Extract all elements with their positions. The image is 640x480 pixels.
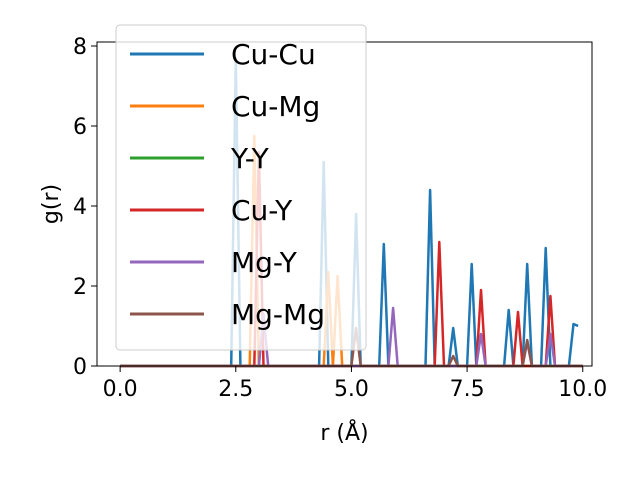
legend-label-mg-mg: Mg-Mg [231, 298, 325, 331]
y-tick-label: 8 [73, 35, 87, 60]
x-axis-label: r (Å) [320, 419, 368, 446]
legend-label-cu-y: Cu-Y [231, 194, 293, 227]
y-tick-label: 2 [73, 275, 87, 300]
axes-layer: 0.0 2.5 5.0 7.5 10.0 0 2 4 6 8 r (Å) g(r) [39, 35, 607, 446]
x-tick-label: 2.5 [218, 377, 253, 402]
y-axis-label: g(r) [39, 184, 64, 224]
y-tick-label: 6 [73, 115, 87, 140]
x-tick-label: 5.0 [334, 377, 369, 402]
legend: Cu-Cu Cu-Mg Y-Y Cu-Y Mg-Y Mg-Mg [115, 24, 367, 351]
legend-label-cu-mg: Cu-Mg [231, 90, 320, 123]
legend-label-y-y: Y-Y [230, 142, 270, 175]
y-tick-label: 0 [73, 355, 87, 380]
legend-label-mg-y: Mg-Y [231, 246, 298, 279]
x-tick-label: 7.5 [450, 377, 485, 402]
legend-label-cu-cu: Cu-Cu [231, 38, 316, 71]
x-tick-label: 0.0 [103, 377, 138, 402]
x-tick-label: 10.0 [558, 377, 607, 402]
y-tick-label: 4 [73, 195, 87, 220]
